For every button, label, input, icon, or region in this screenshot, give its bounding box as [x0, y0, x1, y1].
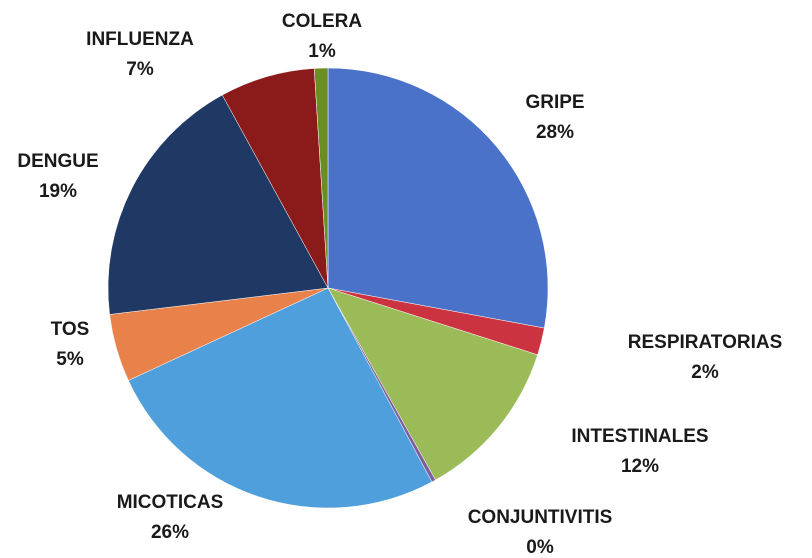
slice-label: DENGUE — [17, 151, 98, 172]
slice-label: INFLUENZA — [86, 29, 194, 50]
slice-value-label: 26% — [151, 522, 189, 543]
slice-label: MICOTICAS — [117, 492, 224, 513]
slice-label: COLERA — [282, 11, 363, 32]
pie-slice — [327, 67, 549, 329]
slice-label: INTESTINALES — [571, 426, 708, 447]
pie-slice — [327, 287, 538, 481]
slice-value-label: 5% — [56, 349, 84, 370]
pie-slice — [128, 287, 433, 509]
slice-value-label: 0% — [526, 537, 554, 553]
slice-value-label: 2% — [691, 362, 719, 383]
slice-value-label: 19% — [39, 181, 77, 202]
pie-slice — [313, 67, 329, 289]
slice-label: TOS — [51, 319, 90, 340]
slice-label: GRIPE — [525, 92, 584, 113]
slice-label: RESPIRATORIAS — [628, 332, 783, 353]
slice-value-label: 12% — [621, 456, 659, 477]
slice-label: CONJUNTIVITIS — [468, 507, 613, 528]
pie-slice — [107, 94, 329, 315]
slice-value-label: 7% — [126, 59, 154, 80]
slice-value-label: 1% — [308, 41, 336, 62]
slice-value-label: 28% — [536, 122, 574, 143]
